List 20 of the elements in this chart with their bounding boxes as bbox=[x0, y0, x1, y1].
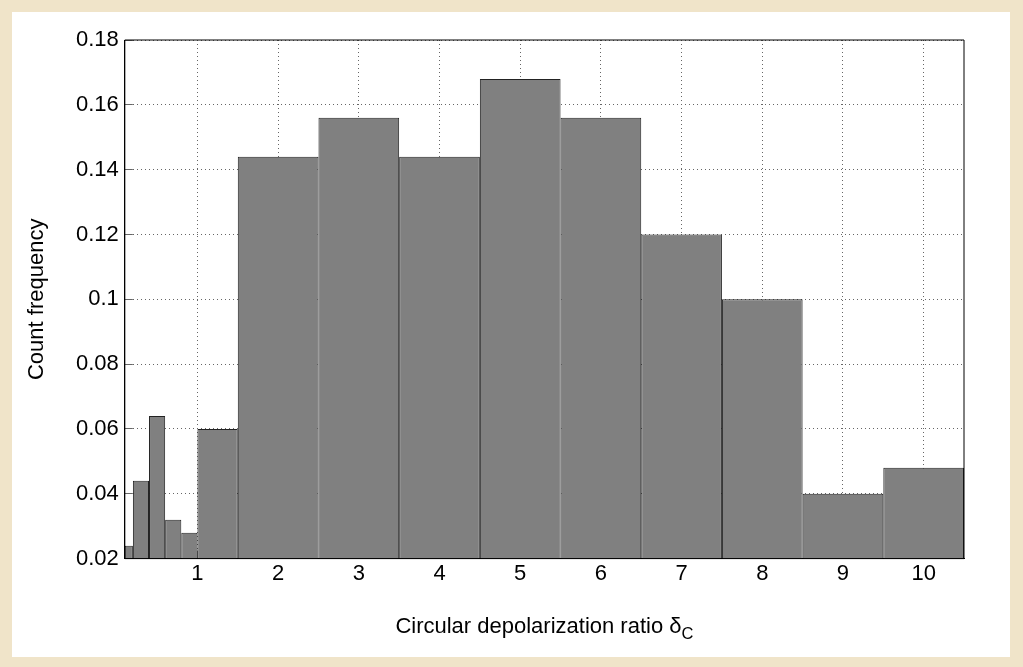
x-tick-label: 2 bbox=[272, 559, 285, 585]
y-tick-label: 0.08 bbox=[75, 350, 119, 376]
x-tick-label: 1 bbox=[191, 559, 204, 585]
y-tick-label: 0.06 bbox=[75, 415, 119, 441]
y-tick-label: 0.12 bbox=[75, 220, 119, 246]
x-tick-label: 6 bbox=[594, 559, 608, 585]
x-tick-label: 4 bbox=[433, 559, 446, 585]
y-axis-title: Count frequency bbox=[22, 218, 48, 381]
x-tick-label: 7 bbox=[675, 559, 688, 585]
y-tick-label: 0.16 bbox=[75, 90, 119, 116]
y-tick-label: 0.04 bbox=[75, 479, 119, 505]
y-tick-label: 0.1 bbox=[88, 285, 119, 311]
y-tick-label: 0.18 bbox=[75, 26, 119, 52]
x-tick-label: 8 bbox=[756, 559, 769, 585]
x-tick-label: 9 bbox=[836, 559, 850, 585]
y-tick-label: 0.02 bbox=[75, 544, 119, 570]
y-tick-label: 0.14 bbox=[75, 155, 119, 181]
x-tick-label: 5 bbox=[514, 559, 527, 585]
x-tick-label: 3 bbox=[352, 559, 365, 585]
x-tick-label: 10 bbox=[911, 559, 936, 585]
